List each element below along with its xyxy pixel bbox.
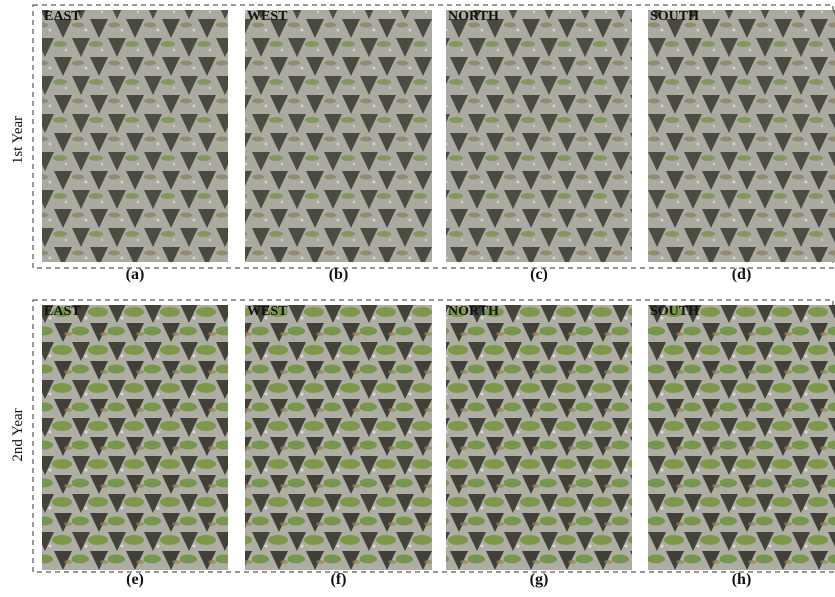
caption: (c): [530, 266, 548, 283]
page: 1st Year EAST (a) WEST (b) NORTH (c) SOUTH (d) 2n…: [0, 0, 835, 597]
photo-shade: [245, 305, 432, 570]
caption: (b): [329, 266, 349, 283]
photo-shade: [42, 10, 228, 262]
direction-label: EAST: [44, 304, 81, 319]
photo-shade: [446, 10, 632, 262]
photo-shade: [648, 305, 835, 570]
direction-label: SOUTH: [650, 304, 699, 319]
row-label: 1st Year: [10, 116, 26, 164]
caption: (h): [732, 571, 752, 588]
caption: (d): [732, 266, 752, 283]
caption: (e): [126, 571, 144, 588]
photo-shade: [42, 305, 228, 570]
photo-shade: [446, 305, 632, 570]
direction-label: NORTH: [448, 9, 499, 24]
direction-label: SOUTH: [650, 9, 699, 24]
caption: (a): [126, 266, 145, 283]
row-label: 2nd Year: [10, 408, 26, 461]
direction-label: EAST: [44, 9, 81, 24]
caption: (g): [530, 571, 549, 588]
caption: (f): [331, 571, 347, 588]
direction-label: NORTH: [448, 304, 499, 319]
photo-shade: [245, 10, 432, 262]
direction-label: WEST: [247, 304, 288, 319]
direction-label: WEST: [247, 9, 288, 24]
photo-shade: [648, 10, 835, 262]
figure: 1st Year EAST (a) WEST (b) NORTH (c) SOUTH (d) 2n…: [0, 0, 835, 597]
